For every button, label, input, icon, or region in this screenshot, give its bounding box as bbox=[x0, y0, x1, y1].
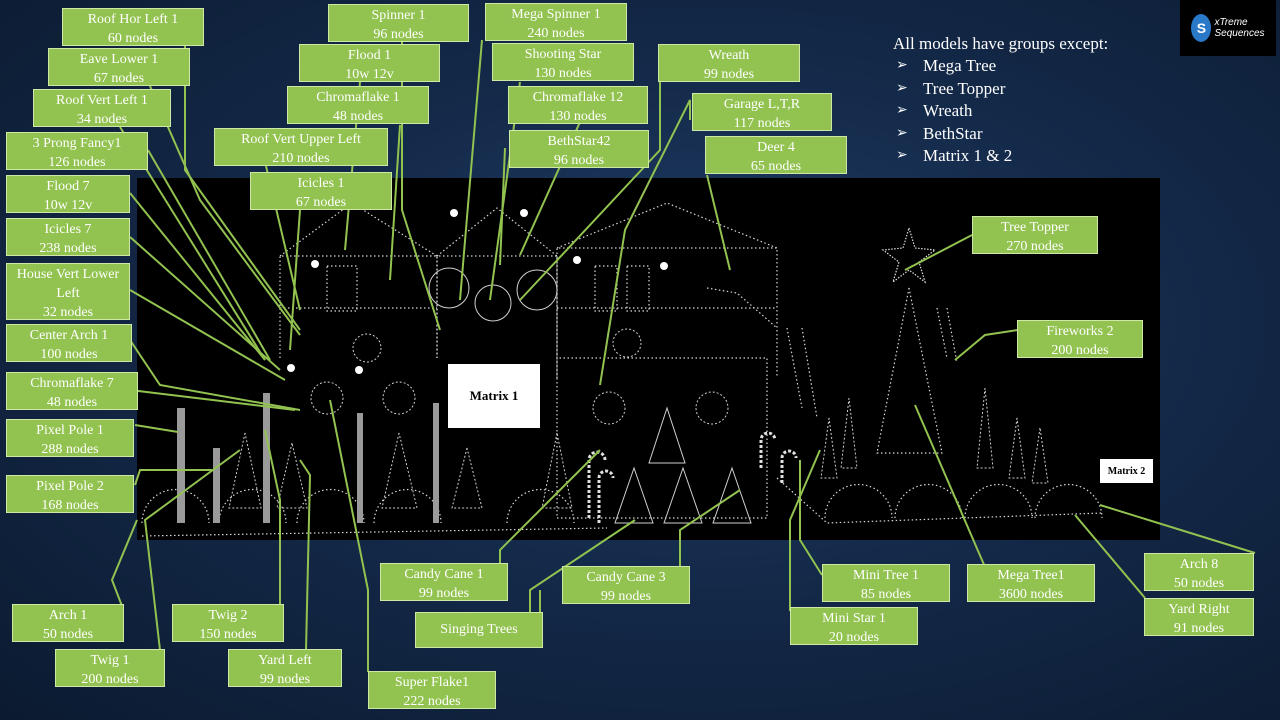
callout-arch-1: Arch 1 50 nodes bbox=[12, 604, 124, 642]
callout-twig-2: Twig 2 150 nodes bbox=[172, 604, 284, 642]
arrow-bullet-icon: ➢ bbox=[896, 148, 908, 163]
note-title: All models have groups except: bbox=[893, 34, 1109, 53]
house-left-wall bbox=[279, 255, 438, 358]
callout-house-vert-lower-left: House Vert Lower Left 32 nodes bbox=[6, 263, 130, 320]
callout-candy-cane-1: Candy Cane 1 99 nodes bbox=[380, 563, 508, 601]
logo-wordmark: xTreme Sequences bbox=[1214, 17, 1264, 39]
arrow-bullet-icon: ➢ bbox=[896, 58, 908, 73]
callout-icicles-1: Icicles 1 67 nodes bbox=[250, 172, 392, 210]
callout-bethstar42: BethStar42 96 nodes bbox=[509, 130, 649, 168]
callout-chromaflake-7: Chromaflake 7 48 nodes bbox=[6, 372, 138, 410]
callout-yard-left: Yard Left 99 nodes bbox=[228, 649, 342, 687]
callout-chromaflake-1: Chromaflake 1 48 nodes bbox=[287, 86, 429, 124]
callout-center-arch-1: Center Arch 1 100 nodes bbox=[6, 324, 132, 362]
groups-exception-note: All models have groups except: ➢ Mega Tre… bbox=[893, 33, 1108, 168]
callout-arch-8: Arch 8 50 nodes bbox=[1144, 553, 1254, 591]
note-list: ➢ Mega Tree ➢ Tree Topper ➢ Wreath ➢ BethSta… bbox=[893, 55, 1108, 168]
arrow-bullet-icon: ➢ bbox=[896, 125, 908, 141]
note-item: ➢ Tree Topper bbox=[893, 78, 1108, 101]
callout-3-prong-fancy-1: 3 Prong Fancy1 126 nodes bbox=[6, 132, 148, 170]
callout-pixel-pole-2: Pixel Pole 2 168 nodes bbox=[6, 475, 134, 513]
callout-singing-trees: Singing Trees bbox=[415, 612, 543, 648]
logo-line-2: Sequences bbox=[1214, 28, 1265, 39]
callout-roof-hor-left-1: Roof Hor Left 1 60 nodes bbox=[62, 8, 204, 46]
callout-tree-topper: Tree Topper 270 nodes bbox=[972, 216, 1098, 254]
callout-mini-star-1: Mini Star 1 20 nodes bbox=[790, 607, 918, 645]
matrix-2-model: Matrix 2 bbox=[1100, 459, 1153, 483]
callout-roof-vert-left-1: Roof Vert Left 1 34 nodes bbox=[33, 89, 171, 127]
callout-wreath: Wreath 99 nodes bbox=[658, 44, 800, 82]
callout-deer-4: Deer 4 65 nodes bbox=[705, 136, 847, 174]
note-item: ➢ Wreath bbox=[893, 100, 1108, 123]
tree-topper-star bbox=[881, 225, 937, 284]
arrow-bullet-icon: ➢ bbox=[896, 103, 908, 118]
note-item: ➢ Matrix 1 & 2 bbox=[893, 145, 1108, 168]
callout-pixel-pole-1: Pixel Pole 1 288 nodes bbox=[6, 419, 134, 457]
callout-garage-ltr: Garage L,T,R 117 nodes bbox=[692, 93, 832, 131]
callout-icicles-7: Icicles 7 238 nodes bbox=[6, 218, 130, 256]
arrow-bullet-icon: ➢ bbox=[896, 80, 908, 96]
callout-candy-cane-3: Candy Cane 3 99 nodes bbox=[562, 566, 690, 604]
callout-fireworks-2: Fireworks 2 200 nodes bbox=[1017, 320, 1143, 358]
matrix-1-model: Matrix 1 bbox=[448, 364, 540, 428]
callout-mega-tree-1: Mega Tree1 3600 nodes bbox=[967, 564, 1095, 602]
callout-spinner-1: Spinner 1 96 nodes bbox=[328, 4, 469, 42]
callout-eave-lower-1: Eave Lower 1 67 nodes bbox=[48, 48, 190, 86]
callout-chromaflake-12: Chromaflake 12 130 nodes bbox=[508, 86, 648, 124]
note-item: ➢ Mega Tree bbox=[893, 55, 1108, 78]
callout-roof-vert-upper-left: Roof Vert Upper Left 210 nodes bbox=[214, 128, 388, 166]
callout-twig-1: Twig 1 200 nodes bbox=[55, 649, 165, 687]
callout-flood-7: Flood 7 10w 12v bbox=[6, 175, 130, 213]
callout-yard-right: Yard Right 91 nodes bbox=[1144, 598, 1254, 636]
callout-super-flake-1: Super Flake1 222 nodes bbox=[368, 671, 496, 709]
callout-mega-spinner-1: Mega Spinner 1 240 nodes bbox=[485, 3, 627, 41]
callout-shooting-star: Shooting Star 130 nodes bbox=[492, 43, 634, 81]
logo-mark: S bbox=[1191, 14, 1212, 42]
logo-line-1: xTreme bbox=[1214, 17, 1248, 28]
note-item: ➢ BethStar bbox=[893, 123, 1108, 146]
xtreme-sequences-logo: S xTreme Sequences bbox=[1180, 0, 1276, 56]
callout-flood-1: Flood 1 10w 12v bbox=[299, 44, 440, 82]
callout-mini-tree-1: Mini Tree 1 85 nodes bbox=[822, 564, 950, 602]
